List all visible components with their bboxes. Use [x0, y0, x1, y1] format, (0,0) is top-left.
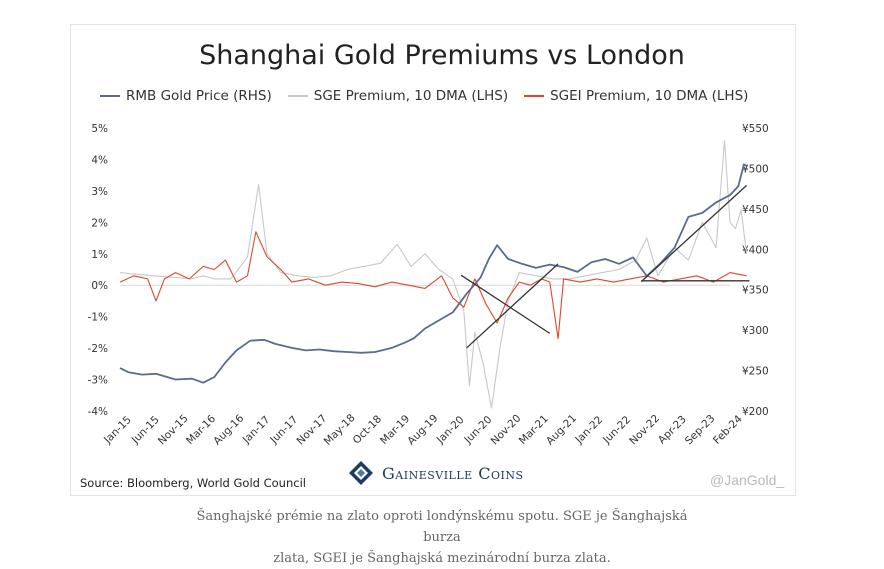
y-left-tick-label: 5% — [91, 123, 108, 135]
x-tick-label: Jan-20 — [434, 414, 467, 447]
x-tick-label: Jan-15 — [101, 414, 134, 447]
y-left-tick-label: 2% — [91, 217, 108, 229]
caption-line-1: Šanghajské prémie na zlato oproti londýn… — [196, 509, 688, 545]
legend-item-rmb-gold: RMB Gold Price (RHS) — [100, 88, 272, 104]
y-right-tick-label: ¥450 — [742, 204, 769, 216]
x-tick-label: Oct-18 — [351, 413, 384, 446]
y-left-tick-label: 4% — [91, 154, 108, 166]
x-tick-label: Nov-15 — [156, 412, 191, 447]
y-right-tick-label: ¥350 — [742, 285, 769, 297]
x-tick-label: Jun-17 — [267, 414, 300, 447]
x-tick-label: Aug-21 — [544, 412, 579, 447]
y-left-tick-label: -3% — [88, 375, 108, 387]
legend-label-sge: SGE Premium, 10 DMA (LHS) — [313, 88, 509, 104]
legend-item-sge: SGE Premium, 10 DMA (LHS) — [287, 88, 509, 104]
chart-title: Shanghai Gold Premiums vs London — [199, 40, 685, 71]
y-left-tick-label: -2% — [88, 343, 108, 355]
chart-card — [70, 24, 796, 496]
y-right-tick-label: ¥550 — [742, 123, 769, 135]
x-tick-label: May-18 — [322, 412, 358, 448]
y-right-tick-label: ¥400 — [742, 244, 769, 256]
x-tick-label: Apr-23 — [656, 413, 689, 446]
brand-name: Gainesville Coins — [382, 463, 524, 483]
legend-label-sgei: SGEI Premium, 10 DMA (LHS) — [550, 88, 749, 104]
y-right-tick-label: ¥500 — [742, 163, 769, 175]
trendline-1 — [460, 274, 551, 334]
x-tick-label: Aug-16 — [211, 412, 246, 447]
x-tick-label: Nov-22 — [627, 412, 662, 447]
x-tick-label: Aug-19 — [405, 412, 440, 447]
legend-swatch-sge — [287, 95, 308, 97]
brand-icon — [349, 461, 373, 485]
legend: RMB Gold Price (RHS) SGE Premium, 10 DMA… — [100, 88, 790, 104]
brand-logo: Gainesville Coins — [348, 460, 524, 486]
y-right-tick-label: ¥200 — [742, 406, 769, 418]
y-left-tick-label: 3% — [91, 186, 108, 198]
source-note: Source: Bloomberg, World Gold Council — [80, 476, 306, 490]
x-tick-label: Sep-23 — [683, 413, 718, 448]
x-tick-label: Feb-24 — [711, 413, 745, 447]
series-line-0 — [119, 163, 748, 384]
trendline-2 — [640, 184, 748, 283]
legend-item-sgei: SGEI Premium, 10 DMA (LHS) — [524, 88, 748, 104]
x-tick-label: Jan-22 — [573, 414, 606, 447]
y-right-tick-label: ¥250 — [742, 366, 769, 378]
trendline-0 — [466, 263, 559, 349]
x-tick-label: Jan-17 — [240, 414, 273, 447]
y-left-tick-label: -4% — [88, 406, 108, 418]
legend-swatch-sgei — [524, 95, 545, 97]
series-line-2 — [119, 231, 747, 340]
legend-swatch-rmb-gold — [100, 95, 120, 97]
x-tick-label: Jun-15 — [129, 414, 162, 447]
y-left-tick-label: 0% — [91, 280, 108, 292]
watermark: @JanGold_ — [710, 472, 785, 488]
series-line-1 — [119, 140, 748, 409]
y-right-tick-label: ¥300 — [742, 325, 769, 337]
caption-line-2: zlata, SGEI je Šanghajská mezinárodní bu… — [273, 551, 611, 566]
chart-plot: 5% 4% 3% 2% 1% 0% -1% -2% -3% -4% ¥550 ¥500 ¥450 ¥400… — [88, 123, 769, 448]
x-tick-label: Nov-20 — [489, 412, 524, 447]
legend-label-rmb-gold: RMB Gold Price (RHS) — [126, 88, 272, 104]
x-tick-label: Jun-20 — [462, 414, 495, 447]
y-left-tick-label: -1% — [88, 312, 108, 324]
y-left-tick-label: 1% — [91, 249, 108, 261]
x-tick-label: Jun-22 — [600, 414, 633, 447]
